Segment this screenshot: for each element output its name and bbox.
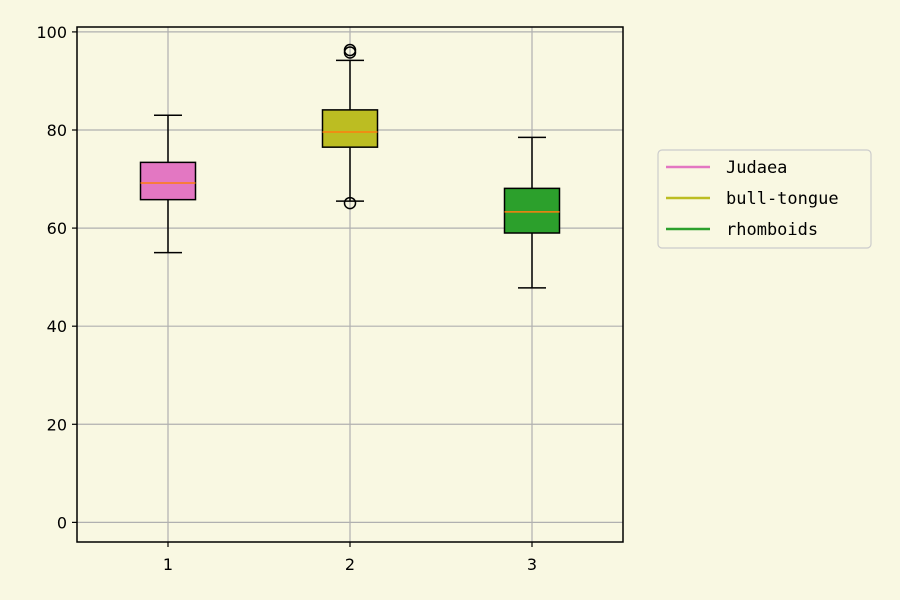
y-tick-label: 0 (57, 513, 67, 532)
y-axis: 0 20 40 60 80 100 (36, 23, 77, 532)
box-bull-tongue (321, 43, 379, 210)
x-axis: 1 2 3 (163, 542, 537, 574)
boxes (139, 43, 561, 289)
outlier-point (343, 43, 357, 57)
outlier-point (343, 196, 357, 210)
y-tick-label: 60 (47, 219, 67, 238)
legend: Judaea bull-tongue rhomboids (657, 149, 872, 249)
x-tick-label: 2 (345, 555, 355, 574)
box-rhomboids (503, 136, 561, 289)
y-tick-label: 20 (47, 415, 67, 434)
box-Judaea (139, 114, 197, 254)
legend-frame (657, 149, 872, 249)
x-tick-label: 3 (527, 555, 537, 574)
y-tick-label: 40 (47, 317, 67, 336)
legend-label: bull-tongue (726, 189, 839, 209)
x-tick-label: 1 (163, 555, 173, 574)
box-body (139, 161, 197, 201)
box-body (503, 187, 561, 234)
legend-label: Judaea (726, 158, 787, 178)
box-body (321, 109, 379, 148)
y-tick-label: 80 (47, 121, 67, 140)
y-tick-label: 100 (36, 23, 67, 42)
legend-label: rhomboids (726, 220, 818, 240)
